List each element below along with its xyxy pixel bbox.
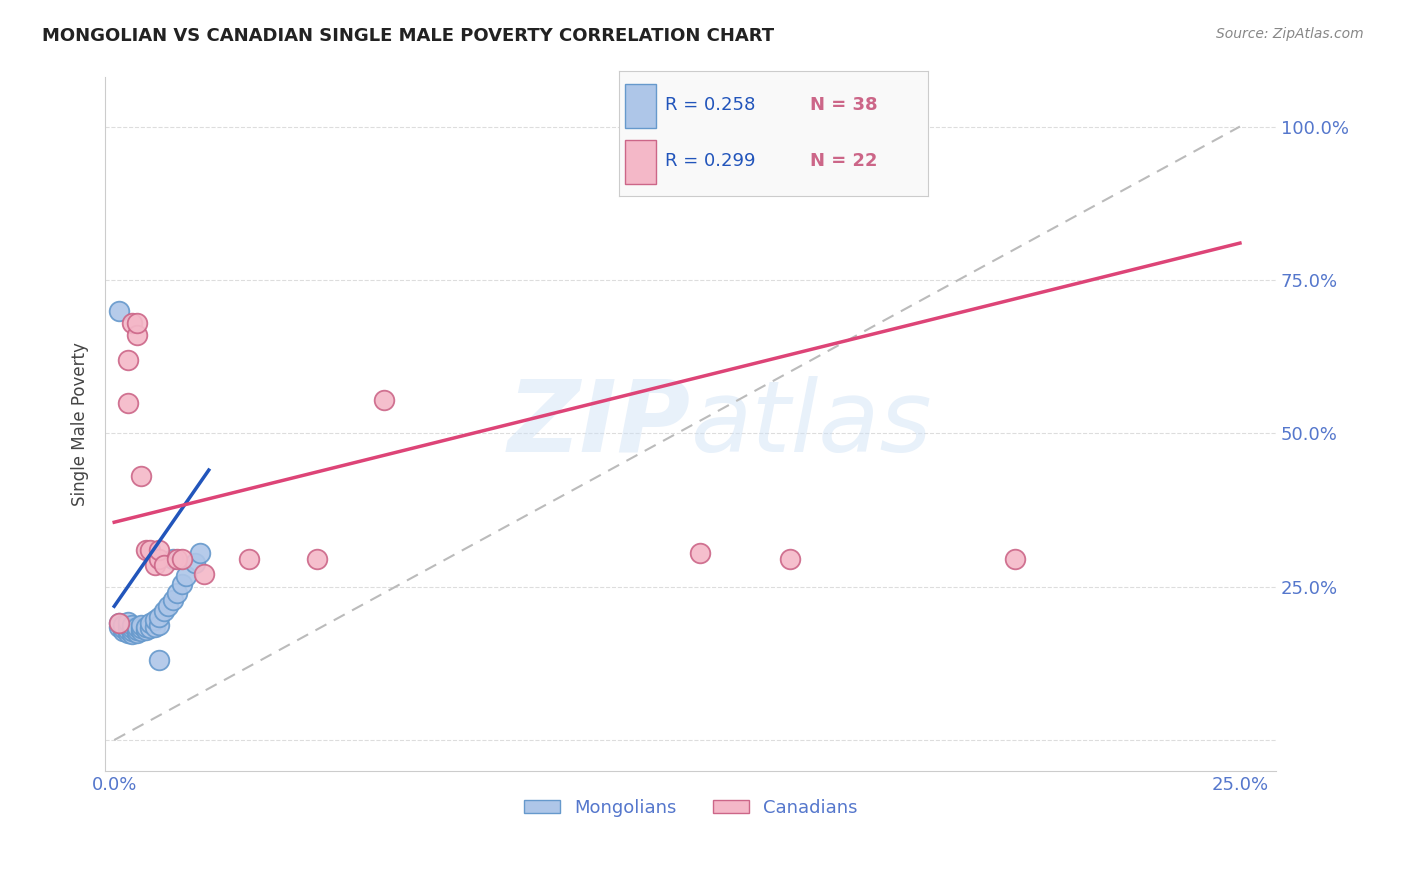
Point — [148, 552, 170, 566]
Point — [121, 624, 143, 638]
Point — [184, 557, 207, 571]
Point — [152, 558, 174, 573]
Y-axis label: Single Male Poverty: Single Male Poverty — [72, 343, 89, 506]
Point — [148, 653, 170, 667]
Text: N = 22: N = 22 — [810, 153, 877, 170]
Text: R = 0.299: R = 0.299 — [665, 153, 755, 170]
Point — [238, 552, 260, 566]
Point — [129, 617, 152, 632]
Point — [125, 316, 148, 330]
Point — [135, 542, 157, 557]
Point — [129, 469, 152, 483]
Point — [121, 617, 143, 632]
Point — [166, 552, 188, 566]
Point — [170, 552, 193, 566]
Text: MONGOLIAN VS CANADIAN SINGLE MALE POVERTY CORRELATION CHART: MONGOLIAN VS CANADIAN SINGLE MALE POVERT… — [42, 27, 775, 45]
Point — [117, 352, 139, 367]
Point — [117, 623, 139, 637]
Point — [125, 328, 148, 343]
Point — [689, 546, 711, 560]
Point — [139, 616, 162, 631]
Point — [112, 621, 135, 635]
Point — [121, 621, 143, 635]
Point — [143, 619, 166, 633]
Point — [166, 586, 188, 600]
Point — [129, 624, 152, 638]
Point — [162, 593, 184, 607]
Point — [112, 617, 135, 632]
Text: N = 38: N = 38 — [810, 96, 877, 114]
Point — [148, 610, 170, 624]
Point — [373, 392, 395, 407]
Point — [121, 316, 143, 330]
Point — [1004, 552, 1026, 566]
Point — [107, 616, 129, 631]
FancyBboxPatch shape — [624, 84, 655, 128]
Point — [117, 619, 139, 633]
Point — [117, 395, 139, 409]
Point — [121, 627, 143, 641]
Point — [174, 568, 197, 582]
Text: Source: ZipAtlas.com: Source: ZipAtlas.com — [1216, 27, 1364, 41]
Point — [125, 625, 148, 640]
Point — [148, 617, 170, 632]
Point — [148, 542, 170, 557]
Point — [129, 621, 152, 635]
Text: R = 0.258: R = 0.258 — [665, 96, 755, 114]
Point — [152, 604, 174, 618]
Point — [157, 599, 180, 614]
Point — [135, 623, 157, 637]
Point — [170, 576, 193, 591]
Point — [779, 552, 801, 566]
Point — [162, 552, 184, 566]
Point — [117, 625, 139, 640]
Point — [125, 623, 148, 637]
Point — [125, 619, 148, 633]
Point — [143, 613, 166, 627]
Point — [107, 619, 129, 633]
Point — [193, 567, 215, 582]
Point — [139, 621, 162, 635]
Point — [117, 615, 139, 630]
Point — [107, 616, 129, 631]
Point — [188, 546, 211, 560]
FancyBboxPatch shape — [624, 140, 655, 184]
Point — [139, 542, 162, 557]
Text: ZIP: ZIP — [508, 376, 690, 473]
Text: atlas: atlas — [690, 376, 932, 473]
Point — [112, 624, 135, 638]
Point — [143, 558, 166, 573]
Point — [305, 552, 328, 566]
Point — [135, 619, 157, 633]
Point — [107, 303, 129, 318]
Legend: Mongolians, Canadians: Mongolians, Canadians — [516, 791, 865, 824]
